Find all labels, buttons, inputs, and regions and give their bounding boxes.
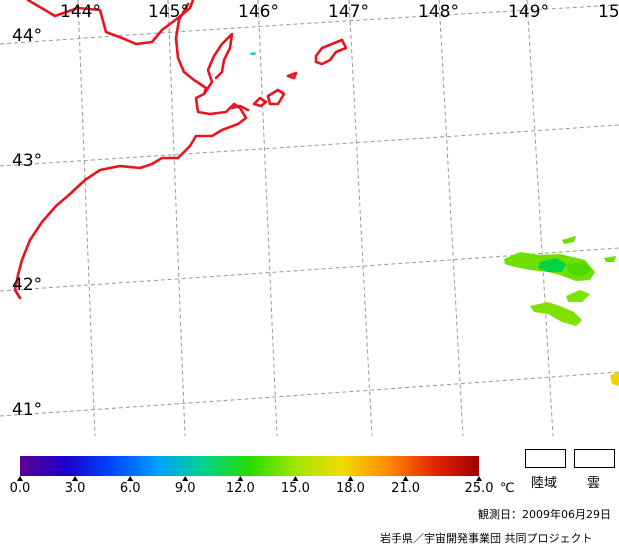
- meridian-144: [77, 0, 96, 436]
- small-island: [286, 71, 298, 80]
- colorbar-tick-5: [292, 476, 299, 481]
- shikotan-island: [266, 88, 286, 106]
- habomai-islands: [252, 96, 268, 108]
- sst-patch-south: [530, 302, 582, 326]
- nemuro-peninsula: [230, 104, 250, 112]
- sst-patch-east: [604, 256, 616, 262]
- lon-label-146: 146°: [238, 2, 279, 22]
- temperature-unit: ℃: [500, 481, 515, 496]
- lat-label-43: 43°: [12, 151, 43, 171]
- colorbar-tick-label: 18.0: [335, 481, 365, 496]
- lon-label-147: 147°: [328, 2, 369, 22]
- meridian-149: [526, 0, 554, 436]
- temperature-colorbar: [20, 456, 479, 476]
- lon-label-145: 145°: [148, 2, 189, 22]
- shiretoko-peninsula: [13, 2, 248, 300]
- colorbar-tick-label: 25.0: [464, 481, 494, 496]
- sst-patch-north-core: [538, 258, 566, 272]
- graticule: [0, 0, 619, 436]
- meridian-145: [167, 0, 186, 436]
- colorbar-tick-label: 15.0: [280, 481, 310, 496]
- coastline: [13, 0, 348, 300]
- meridian-146: [257, 0, 278, 436]
- cloud-legend-swatch: [574, 449, 615, 468]
- colorbar-tick-label: 0.0: [9, 481, 31, 496]
- observation-date: 観測日：2009年06月29日: [478, 508, 611, 521]
- parallel-44: [0, 4, 619, 45]
- lon-label-150: 15: [598, 2, 619, 22]
- colorbar-gradient: [20, 456, 479, 476]
- colorbar-tick-8: [476, 476, 482, 481]
- land-legend-label: 陸域: [531, 476, 558, 491]
- colorbar-tick-label: 6.0: [119, 481, 141, 496]
- lat-label-42: 42°: [12, 275, 43, 295]
- cyan-pixel: [250, 52, 256, 55]
- colorbar-tick-4: [237, 476, 244, 481]
- parallel-43: [0, 124, 619, 167]
- sst-patch-small-top: [562, 236, 576, 244]
- land-legend-swatch: [525, 449, 566, 468]
- cloud-legend-label: 雲: [587, 476, 601, 491]
- colorbar-tick-1: [72, 476, 79, 481]
- parallel-41: [0, 371, 619, 417]
- colorbar-tick-label: 12.0: [225, 481, 255, 496]
- colorbar-tick-2: [127, 476, 134, 481]
- project-credit: 岩手県／宇宙開発事業団 共同プロジェクト: [380, 532, 593, 545]
- colorbar-tick-label: 21.0: [391, 481, 421, 496]
- colorbar-tick-7: [402, 476, 409, 481]
- meridian-147: [348, 0, 373, 436]
- sst-patch-north-warm: [566, 262, 592, 276]
- meridian-148: [438, 0, 464, 436]
- colorbar-tick-label: 3.0: [64, 481, 86, 496]
- colorbar-ticks: [17, 476, 482, 481]
- sea-temperature-map: [0, 0, 619, 436]
- lon-label-144: 144°: [60, 2, 101, 22]
- lon-label-149: 149°: [508, 2, 549, 22]
- sst-data-patches: [250, 52, 619, 386]
- lat-label-44: 44°: [12, 26, 43, 46]
- shikotan-island-west: [202, 32, 234, 96]
- kunashiri-east-island: [314, 38, 348, 66]
- lat-label-41: 41°: [12, 400, 43, 420]
- colorbar-tick-label: 9.0: [174, 481, 196, 496]
- sst-patch-mid: [566, 290, 590, 302]
- colorbar-tick-0: [17, 476, 23, 481]
- colorbar-tick-3: [182, 476, 189, 481]
- sst-patch-yellow: [610, 372, 619, 386]
- lon-label-148: 148°: [418, 2, 459, 22]
- colorbar-tick-6: [347, 476, 354, 481]
